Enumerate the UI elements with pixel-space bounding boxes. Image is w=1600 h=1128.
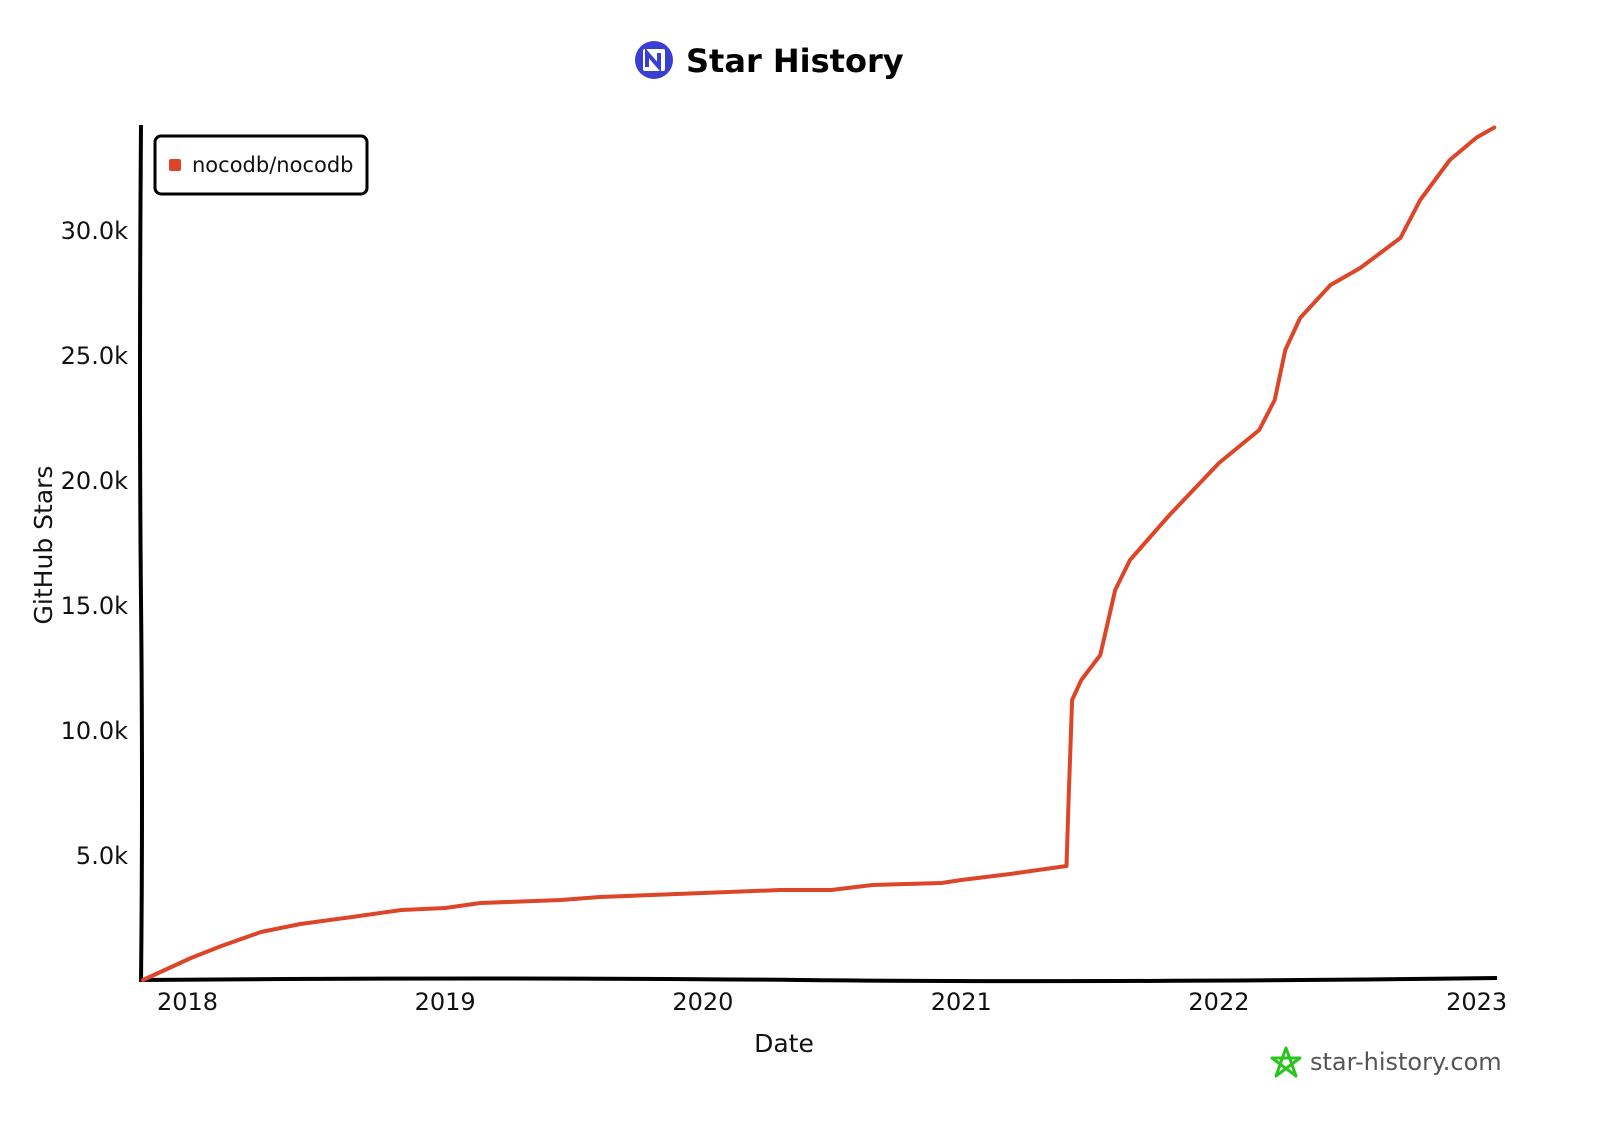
x-axis-label: Date <box>754 1029 814 1058</box>
y-tick-label: 25.0k <box>61 342 128 370</box>
x-tick-label: 2022 <box>1188 988 1249 1016</box>
y-tick-label: 5.0k <box>76 842 128 870</box>
watermark-text: star-history.com <box>1310 1048 1502 1076</box>
y-axis <box>138 124 144 983</box>
x-tick-label: 2019 <box>415 988 476 1016</box>
y-tick-label: 10.0k <box>61 717 128 745</box>
legend: nocodb/nocodb <box>153 134 369 196</box>
y-tick-label: 30.0k <box>61 217 128 245</box>
nocodb-logo-icon <box>635 41 673 79</box>
x-tick-label: 2020 <box>672 988 733 1016</box>
y-axis-label: GitHub Stars <box>29 466 58 625</box>
x-tick-label: 2023 <box>1446 988 1507 1016</box>
series-line-nocodb <box>141 125 1497 982</box>
y-tick-label: 20.0k <box>61 467 128 495</box>
x-axis <box>140 976 1498 984</box>
watermark[interactable]: star-history.com <box>1270 1046 1502 1078</box>
chart-title: Star History <box>686 42 904 80</box>
y-tick-label: 15.0k <box>61 592 128 620</box>
chart-title-group: Star History <box>635 41 904 80</box>
legend-swatch <box>169 159 181 171</box>
x-tick-label: 2018 <box>157 988 218 1016</box>
star-icon <box>1270 1046 1302 1078</box>
x-tick-label: 2021 <box>931 988 992 1016</box>
legend-label: nocodb/nocodb <box>192 153 354 177</box>
